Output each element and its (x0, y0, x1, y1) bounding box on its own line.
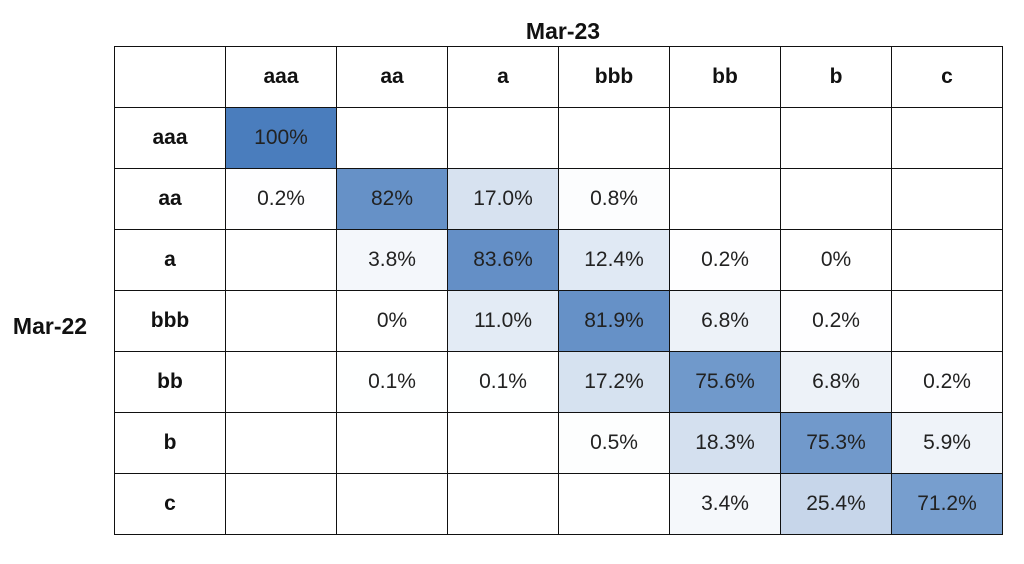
heatmap-cell: 75.6% (669, 351, 781, 413)
heatmap-cell (225, 412, 337, 474)
transition-matrix: aaa aa a bbb bb b c aaa 100% aa 0.2% 82% 17.0% 0.8% a 3… (114, 46, 1003, 535)
heatmap-cell: 11.0% (447, 290, 559, 352)
table-row: bb 0.1% 0.1% 17.2% 75.6% 6.8% 0.2% (114, 351, 1003, 413)
table-row: aa 0.2% 82% 17.0% 0.8% (114, 168, 1003, 230)
heatmap-cell (669, 107, 781, 169)
heatmap-cell: 25.4% (780, 473, 892, 535)
heatmap-cell: 71.2% (891, 473, 1003, 535)
heatmap-cell (891, 290, 1003, 352)
heatmap-cell: 18.3% (669, 412, 781, 474)
heatmap-cell (336, 107, 448, 169)
row-axis-title: Mar-22 (12, 313, 88, 339)
table-row: a 3.8% 83.6% 12.4% 0.2% 0% (114, 229, 1003, 291)
heatmap-cell: 0.8% (558, 168, 670, 230)
heatmap-cell: 5.9% (891, 412, 1003, 474)
heatmap-cell (225, 473, 337, 535)
heatmap-cell: 0.5% (558, 412, 670, 474)
corner-cell (114, 46, 226, 108)
heatmap-cell: 0.1% (447, 351, 559, 413)
heatmap-cell (891, 107, 1003, 169)
heatmap-cell (780, 168, 892, 230)
row-header-a: a (114, 229, 226, 291)
heatmap-cell: 3.4% (669, 473, 781, 535)
heatmap-cell (447, 412, 559, 474)
row-header-bb: bb (114, 351, 226, 413)
heatmap-cell (336, 412, 448, 474)
heatmap-cell (336, 473, 448, 535)
heatmap-cell: 0.2% (891, 351, 1003, 413)
heatmap-cell (225, 290, 337, 352)
row-header-aa: aa (114, 168, 226, 230)
heatmap-cell (558, 473, 670, 535)
heatmap-cell: 0% (336, 290, 448, 352)
heatmap-cell: 12.4% (558, 229, 670, 291)
column-header-aaa: aaa (225, 46, 337, 108)
heatmap-cell: 83.6% (447, 229, 559, 291)
heatmap-cell (669, 168, 781, 230)
heatmap-cell (225, 229, 337, 291)
row-header-b: b (114, 412, 226, 474)
heatmap-cell: 17.2% (558, 351, 670, 413)
heatmap-cell (447, 107, 559, 169)
column-header-c: c (891, 46, 1003, 108)
row-header-bbb: bbb (114, 290, 226, 352)
row-header-c: c (114, 473, 226, 535)
heatmap-cell: 0.2% (225, 168, 337, 230)
column-header-bb: bb (669, 46, 781, 108)
heatmap-cell: 75.3% (780, 412, 892, 474)
table-row: c 3.4% 25.4% 71.2% (114, 473, 1003, 535)
table-row: bbb 0% 11.0% 81.9% 6.8% 0.2% (114, 290, 1003, 352)
heatmap-cell: 0.1% (336, 351, 448, 413)
heatmap-cell (447, 473, 559, 535)
heatmap-cell: 6.8% (780, 351, 892, 413)
heatmap-cell (891, 229, 1003, 291)
heatmap-cell: 3.8% (336, 229, 448, 291)
heatmap-cell (558, 107, 670, 169)
table-row: aaa 100% (114, 107, 1003, 169)
heatmap-cell (891, 168, 1003, 230)
heatmap-cell: 82% (336, 168, 448, 230)
heatmap-cell: 0% (780, 229, 892, 291)
table-row: b 0.5% 18.3% 75.3% 5.9% (114, 412, 1003, 474)
row-header-aaa: aaa (114, 107, 226, 169)
column-header-bbb: bbb (558, 46, 670, 108)
heatmap-cell: 100% (225, 107, 337, 169)
transition-table: aaa aa a bbb bb b c aaa 100% aa 0.2% 82% 17.0% 0.8% a 3… (114, 46, 1003, 535)
heatmap-cell (225, 351, 337, 413)
heatmap-cell: 0.2% (669, 229, 781, 291)
heatmap-cell (780, 107, 892, 169)
header-row: aaa aa a bbb bb b c (114, 46, 1003, 108)
heatmap-cell: 6.8% (669, 290, 781, 352)
column-header-b: b (780, 46, 892, 108)
column-header-aa: aa (336, 46, 448, 108)
heatmap-cell: 0.2% (780, 290, 892, 352)
column-header-a: a (447, 46, 559, 108)
heatmap-cell: 17.0% (447, 168, 559, 230)
heatmap-cell: 81.9% (558, 290, 670, 352)
column-axis-title: Mar-23 (525, 18, 601, 44)
